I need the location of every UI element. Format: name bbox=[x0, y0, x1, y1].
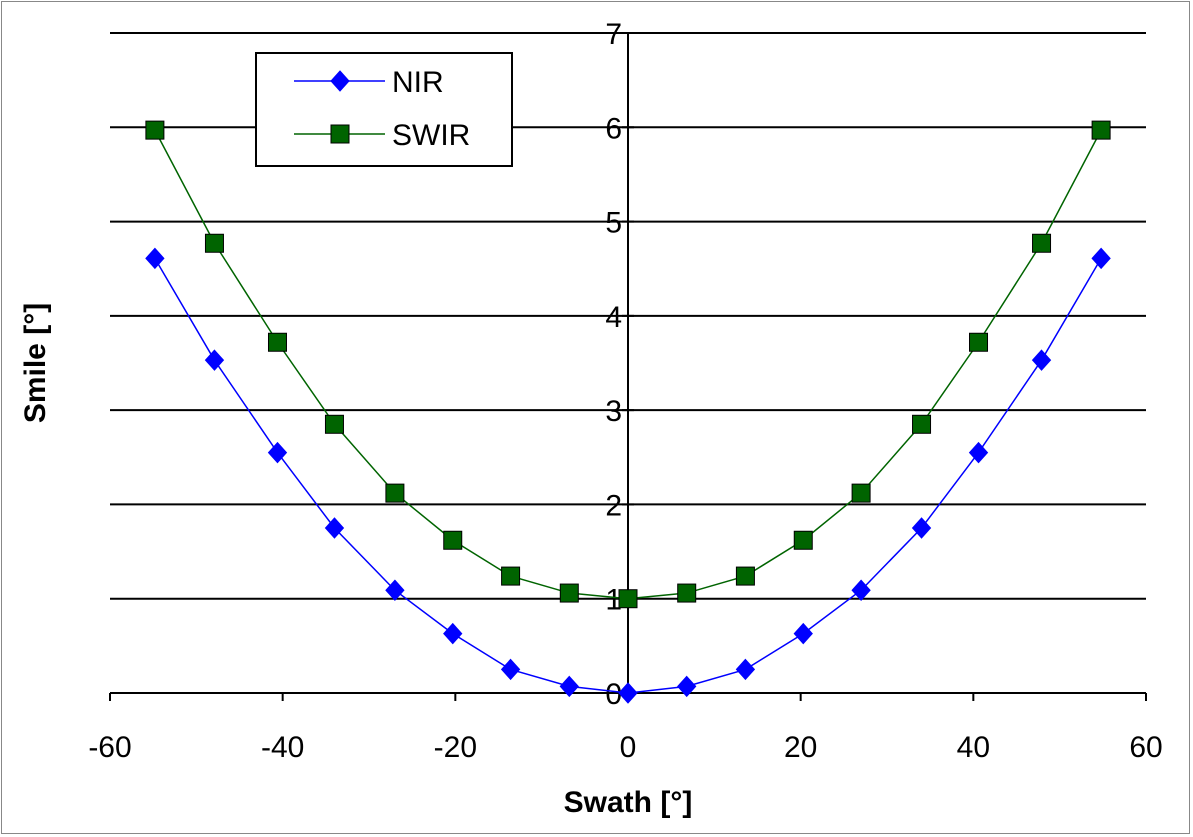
nir-point bbox=[385, 579, 405, 601]
swir-point bbox=[559, 583, 579, 603]
x-tick-label: -20 bbox=[434, 731, 477, 764]
swir-point bbox=[969, 332, 989, 352]
nir-point bbox=[911, 517, 932, 539]
nir-point bbox=[735, 658, 756, 681]
series-swir bbox=[145, 120, 1111, 609]
nir-point bbox=[851, 579, 871, 601]
swir-point bbox=[501, 566, 521, 586]
legend-marker-nir bbox=[330, 70, 350, 92]
nir-point bbox=[559, 675, 579, 698]
x-tick-label: 40 bbox=[957, 731, 990, 764]
nir-point bbox=[1031, 349, 1052, 371]
swir-point bbox=[851, 483, 871, 503]
x-tick-label: -60 bbox=[88, 731, 131, 764]
x-tick-label: 0 bbox=[620, 731, 637, 764]
nir-point bbox=[1091, 247, 1111, 270]
legend-label: SWIR bbox=[392, 119, 470, 152]
x-tick-label: -40 bbox=[261, 731, 304, 764]
y-tick-label: 4 bbox=[605, 301, 622, 334]
swir-point bbox=[677, 583, 697, 603]
y-axis-label: Smile [°] bbox=[19, 303, 52, 423]
y-tick-label: 7 bbox=[605, 18, 622, 51]
swir-point bbox=[1032, 233, 1052, 253]
nir-point bbox=[145, 247, 165, 270]
x-tick-label: 20 bbox=[784, 731, 817, 764]
nir-point bbox=[324, 517, 345, 539]
nir-point bbox=[618, 682, 638, 704]
swir-point bbox=[735, 566, 755, 586]
swir-point bbox=[618, 589, 638, 609]
swir-point bbox=[385, 483, 405, 503]
nir-point bbox=[677, 675, 697, 698]
swir-point bbox=[267, 332, 287, 352]
axes: 0 1 2 3 4 5 6 7 -60 -40 -20 0 20 40 60 bbox=[88, 18, 1162, 764]
swir-point bbox=[1091, 120, 1111, 140]
swir-point bbox=[793, 530, 813, 550]
y-tick-label: 3 bbox=[605, 395, 622, 428]
y-tick-label: 1 bbox=[605, 584, 622, 617]
nir-point bbox=[267, 441, 288, 464]
y-tick-label: 6 bbox=[605, 112, 622, 145]
y-tick-label: 5 bbox=[605, 207, 622, 240]
y-tick-label: 0 bbox=[605, 678, 622, 711]
swir-point bbox=[443, 530, 463, 550]
legend-label: NIR bbox=[392, 66, 444, 99]
swir-point bbox=[324, 414, 344, 434]
series-nir bbox=[145, 247, 1111, 704]
nir-point bbox=[443, 622, 463, 645]
x-tick-label: 60 bbox=[1129, 731, 1162, 764]
swir-point bbox=[912, 414, 932, 434]
nir-point bbox=[500, 658, 521, 681]
series-group bbox=[145, 120, 1111, 704]
swir-point bbox=[204, 233, 224, 253]
legend-marker-swir bbox=[330, 124, 350, 144]
nir-point bbox=[968, 441, 989, 464]
legend-box bbox=[255, 52, 513, 167]
nir-point bbox=[793, 622, 813, 645]
x-axis-label: Swath [°] bbox=[564, 786, 693, 819]
nir-point bbox=[204, 349, 225, 371]
legend: NIR SWIR bbox=[255, 52, 513, 167]
y-tick-label: 2 bbox=[605, 489, 622, 522]
swir-point bbox=[145, 120, 165, 140]
